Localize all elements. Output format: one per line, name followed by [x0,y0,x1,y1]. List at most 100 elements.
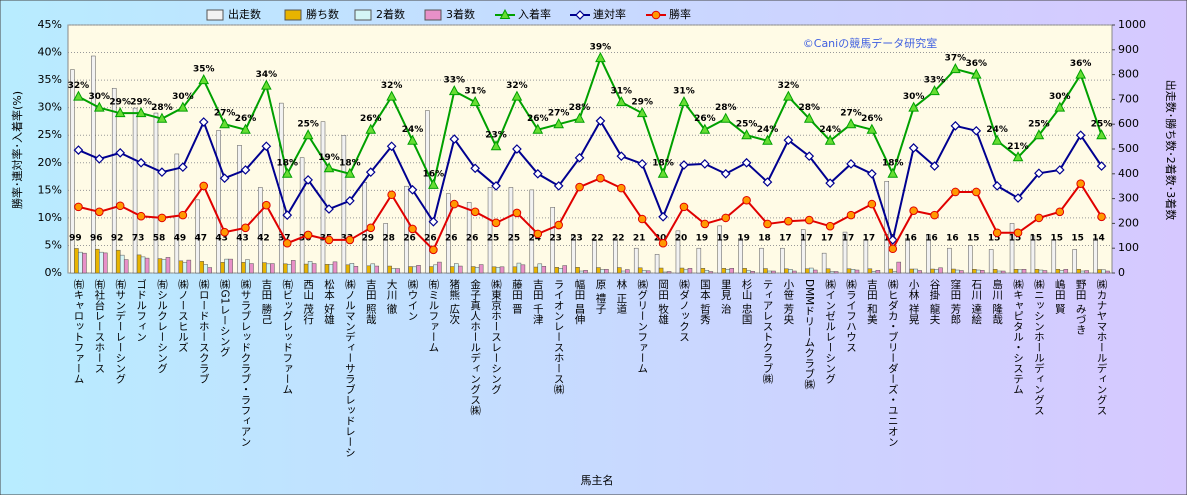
data-label: 26% [360,114,382,124]
line-marker [73,145,84,155]
bar-value-label: 43 [236,234,249,244]
bar-value-label: 58 [153,234,166,244]
data-label: 24% [402,125,424,135]
bar [495,267,501,274]
line-marker [387,190,396,200]
data-label: 16% [423,169,445,179]
line-marker [491,218,501,228]
bar-value-label: 17 [821,234,834,244]
bar [224,258,229,274]
bar [262,262,267,274]
line-marker [700,219,710,229]
line-marker [345,235,355,245]
bar [529,189,535,274]
data-label: 30% [89,92,111,102]
data-label: 32% [506,81,528,91]
data-label: 18% [882,158,904,168]
line-marker [971,187,981,197]
x-tick-label: 石川 達絵 [970,279,982,325]
line-marker [762,134,773,145]
bar [917,270,922,274]
bar [91,55,96,274]
bar [1013,269,1019,274]
bar [383,223,388,274]
bar-value-label: 23 [549,234,562,244]
bar [395,268,400,274]
bar [763,268,768,274]
bar [579,270,584,274]
legend-swatch [424,9,442,21]
y2-tick-label: 1000 [1118,18,1146,31]
x-tick-label: 国本 哲秀 [699,279,711,325]
bar [980,270,985,274]
line-marker [553,181,564,191]
bar [487,187,493,274]
bar [425,110,430,274]
bar [282,263,288,274]
x-tick-label: 幅田 昌伸 [574,278,586,325]
y-tick-label: 15% [38,183,62,196]
line-marker [282,210,293,220]
bar [938,267,943,274]
legend-label: 勝率 [669,7,691,21]
line-marker [636,107,648,118]
bar [70,69,75,274]
bar [1021,269,1027,274]
y-tick-label: 0% [45,266,62,279]
bar [437,261,442,274]
bar [759,247,764,274]
bar [161,259,167,274]
bar-value-label: 15 [1051,234,1064,244]
bar [307,261,313,274]
bar [165,257,171,274]
bar [1038,269,1044,274]
line-marker [261,141,272,152]
line-marker [407,184,418,195]
line-marker [721,213,731,223]
bar [846,268,852,274]
line-marker [950,63,961,74]
x-tick-label: 谷掛 龍夫 [929,279,941,325]
bar [704,270,710,274]
bar [708,271,714,274]
line-marker [720,168,731,179]
bar-value-label: 23 [570,234,583,244]
line-marker [491,181,501,191]
line-marker [742,195,751,205]
y2-tick-label: 900 [1118,43,1139,56]
bar [641,270,647,274]
line-marker [1054,165,1065,175]
y-tick-label: 35% [38,73,62,86]
bar [345,264,351,274]
legend-label: 入着率 [518,7,551,21]
x-tick-label: ㈲キャロットファーム [72,279,84,384]
line-marker [1096,129,1107,140]
line-marker [595,116,606,126]
bar-value-label: 19 [737,234,750,244]
x-tick-label: ㈱ウイン [407,279,419,321]
line-marker [825,221,835,231]
data-label: 35% [193,65,215,75]
annotation: ©Caniの競馬データ研究室 [803,36,937,50]
line-marker [156,112,168,123]
bar [613,238,618,274]
line-marker [553,118,565,129]
data-label: 26% [861,114,883,124]
line-marker [909,206,918,216]
line-marker [930,210,939,220]
bar [571,235,576,274]
line-marker [95,207,104,217]
line-marker [951,187,960,197]
bar [812,269,818,274]
data-label: 34% [256,70,278,80]
bar [537,263,543,274]
bar [654,254,660,274]
line-marker [783,90,794,101]
bar [896,261,902,274]
bar [153,112,159,274]
bar-value-label: 15 [967,234,980,244]
line-marker [929,85,940,96]
bar [867,268,873,274]
line-marker [135,107,147,118]
